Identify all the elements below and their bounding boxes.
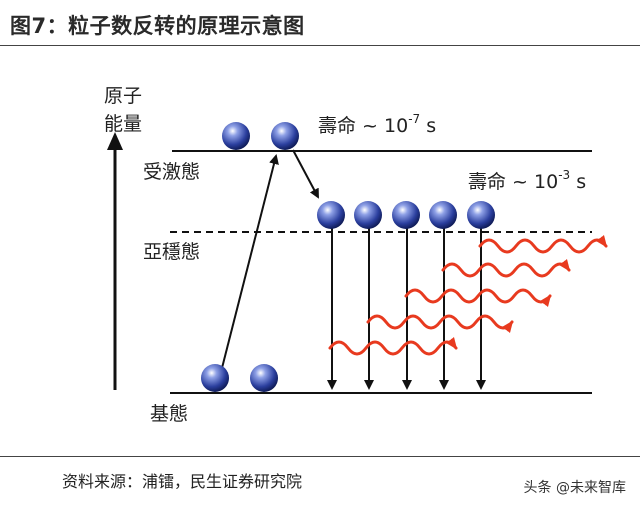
atom-metastable-1 (317, 201, 345, 229)
atom-ground-1 (201, 364, 229, 392)
photon-wave-3 (404, 288, 552, 307)
metastable-lifetime-label: 壽命 ~ 10-3 s (468, 168, 586, 193)
watermark: 头条 @未来智库 (523, 480, 626, 496)
relaxation-arrow (292, 149, 319, 199)
excited-lifetime-label: 壽命 ~ 10-7 s (318, 112, 436, 137)
ground-level-label: 基態 (150, 403, 188, 425)
metastable-level-label: 亞穩態 (143, 241, 200, 263)
atom-metastable-5 (467, 201, 495, 229)
title-underline (0, 45, 640, 46)
population-inversion-diagram: 原子 能量 受激態 亞穩態 基態 壽命 ~ 10-7 s 壽命 ~ 10-3 s (104, 85, 608, 425)
pump-arrow (221, 154, 279, 369)
atom-excited-2 (271, 122, 299, 150)
figure-title: 图7：粒子数反转的原理示意图 (10, 14, 305, 38)
photon-wave-4 (441, 259, 571, 278)
source-note: 资料来源：浦镭，民生证券研究院 (62, 472, 303, 491)
energy-axis-arrowhead (107, 132, 123, 150)
y-axis-label-line2: 能量 (104, 113, 142, 135)
atom-excited-1 (222, 122, 250, 150)
atom-metastable-2 (354, 201, 382, 229)
excited-level-label: 受激態 (143, 161, 200, 183)
atom-ground-2 (250, 364, 278, 392)
y-axis-label-line1: 原子 (104, 85, 142, 107)
photon-wave-5 (478, 235, 608, 254)
photon-wave-2 (366, 314, 514, 333)
photon-wave-1 (328, 337, 458, 356)
atom-metastable-3 (392, 201, 420, 229)
atom-metastable-4 (429, 201, 457, 229)
footer-divider (0, 456, 640, 457)
